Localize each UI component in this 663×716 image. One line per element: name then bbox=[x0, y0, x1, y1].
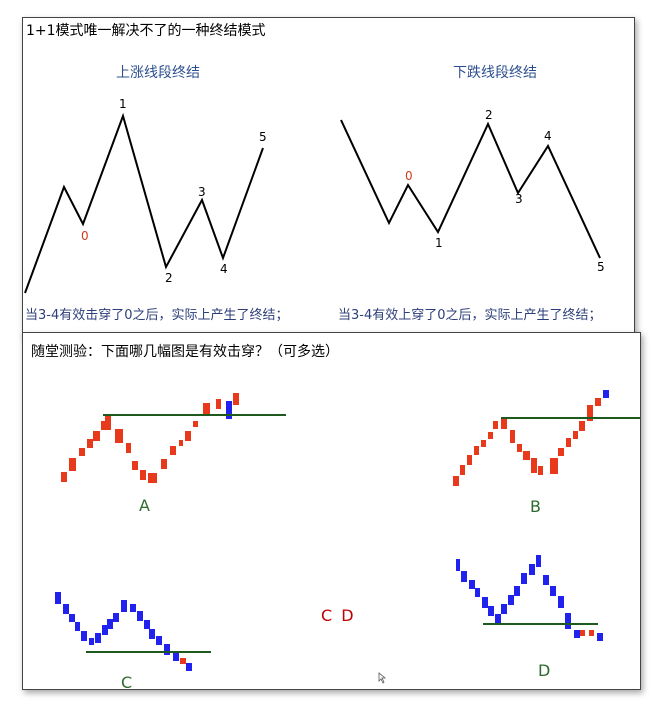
top-title: 1+1模式唯一解决不了的一种终结模式 bbox=[26, 23, 266, 39]
quiz-answer: C D bbox=[321, 606, 356, 625]
up-label-4: 4 bbox=[220, 262, 228, 276]
label-d: D bbox=[538, 661, 551, 680]
chart-a bbox=[61, 393, 286, 483]
label-b: B bbox=[530, 497, 541, 516]
label-a: A bbox=[139, 496, 150, 515]
chart-b bbox=[453, 390, 640, 486]
mouse-cursor-icon bbox=[378, 672, 387, 684]
down-label-0: 0 bbox=[405, 169, 413, 183]
up-label-3: 3 bbox=[198, 185, 206, 199]
up-wave-line bbox=[24, 112, 264, 294]
up-label-5: 5 bbox=[259, 130, 267, 144]
down-label-5: 5 bbox=[597, 260, 605, 274]
wave-diagrams bbox=[24, 112, 601, 294]
up-label-0: 0 bbox=[81, 229, 89, 243]
quiz-charts bbox=[55, 390, 640, 684]
chart-c bbox=[55, 592, 211, 671]
down-segment-title: 下跌线段终结 bbox=[453, 65, 537, 81]
down-label-3: 3 bbox=[515, 192, 523, 206]
down-label-1: 1 bbox=[435, 236, 443, 250]
chart-d bbox=[456, 555, 603, 641]
quiz-title: 随堂测验：下面哪几幅图是有效击穿？（可多选） bbox=[31, 344, 339, 360]
up-label-2: 2 bbox=[165, 271, 173, 285]
top-panel: 1+1模式唯一解决不了的一种终结模式 上涨线段终结 下跌线段终结 0 1 2 3… bbox=[22, 17, 635, 337]
up-label-1: 1 bbox=[119, 97, 127, 111]
down-note: 当3-4有效上穿了0之后，实际上产生了终结； bbox=[338, 308, 602, 323]
up-segment-title: 上涨线段终结 bbox=[116, 65, 200, 81]
down-label-4: 4 bbox=[544, 129, 552, 143]
down-label-2: 2 bbox=[485, 108, 493, 122]
label-c: C bbox=[121, 673, 133, 692]
down-wave-line bbox=[340, 119, 601, 259]
up-note: 当3-4有效击穿了0之后，实际上产生了终结； bbox=[25, 308, 289, 323]
bottom-panel: 随堂测验：下面哪几幅图是有效击穿？（可多选） bbox=[22, 332, 641, 692]
